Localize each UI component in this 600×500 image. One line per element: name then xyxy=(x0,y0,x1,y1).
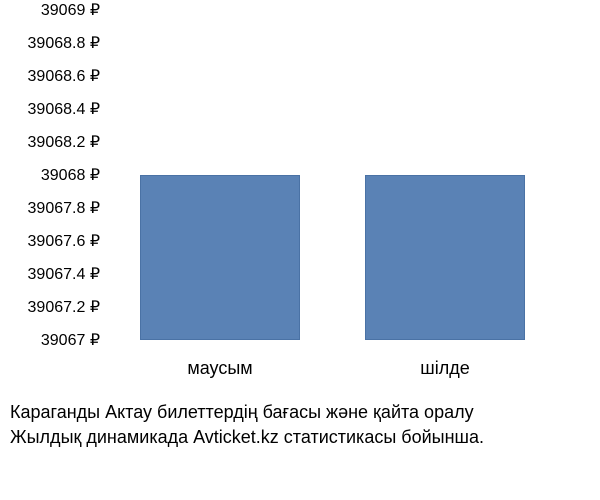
bar xyxy=(140,175,300,340)
plot-area xyxy=(110,10,580,340)
x-axis: маусым шілде xyxy=(110,350,580,380)
y-tick-label: 39068.2 ₽ xyxy=(28,132,100,152)
y-tick-label: 39068.8 ₽ xyxy=(28,33,100,53)
y-tick-label: 39067.4 ₽ xyxy=(28,264,100,284)
y-tick-label: 39068.4 ₽ xyxy=(28,99,100,119)
y-tick-label: 39068.6 ₽ xyxy=(28,66,100,86)
y-tick-label: 39068 ₽ xyxy=(41,165,100,185)
caption-line-2: Жылдық динамикада Avticket.kz статистика… xyxy=(10,425,590,450)
y-tick-label: 39067.8 ₽ xyxy=(28,198,100,218)
y-tick-label: 39067.2 ₽ xyxy=(28,297,100,317)
price-chart: 39069 ₽ 39068.8 ₽ 39068.6 ₽ 39068.4 ₽ 39068.… xyxy=(0,0,600,500)
x-tick-label: маусым xyxy=(187,358,252,379)
y-tick-label: 39069 ₽ xyxy=(41,0,100,20)
bar xyxy=(365,175,525,340)
y-tick-label: 39067 ₽ xyxy=(41,330,100,350)
y-tick-label: 39067.6 ₽ xyxy=(28,231,100,251)
caption-line-1: Караганды Актау билеттердің бағасы және … xyxy=(10,400,590,425)
chart-caption: Караганды Актау билеттердің бағасы және … xyxy=(10,400,590,450)
x-tick-label: шілде xyxy=(420,358,469,379)
y-axis: 39069 ₽39068.8 ₽39068.6 ₽39068.4 ₽39068.… xyxy=(0,10,105,340)
